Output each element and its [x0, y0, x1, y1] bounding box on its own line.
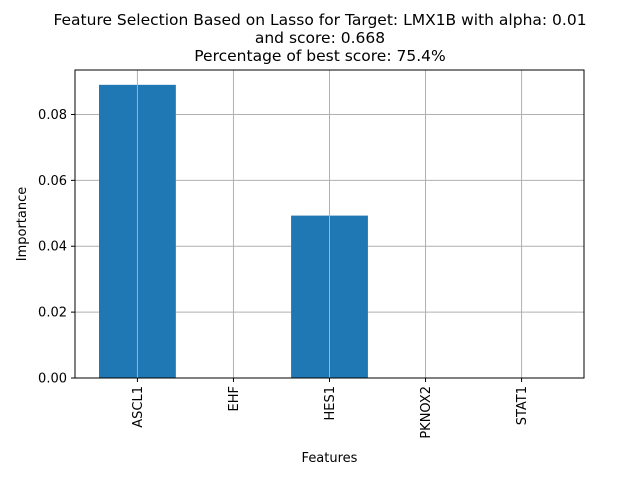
- x-tick-label: EHF: [227, 386, 242, 411]
- x-grid-lines: [136, 70, 523, 378]
- y-tick-label: 0.02: [38, 306, 67, 321]
- chart-title-line-1: Feature Selection Based on Lasso for Tar…: [53, 11, 587, 29]
- x-tick-label: STAT1: [515, 386, 530, 425]
- x-axis-label: Features: [302, 451, 358, 466]
- y-tick-label: 0.08: [38, 108, 67, 123]
- chart-title-line-3: Percentage of best score: 75.4%: [194, 47, 446, 65]
- y-tick-label: 0.04: [38, 240, 67, 255]
- y-tick-label: 0.06: [38, 174, 67, 189]
- x-tick-label: HES1: [323, 386, 338, 421]
- x-tick-label: ASCL1: [131, 386, 146, 428]
- y-axis-label: Importance: [15, 187, 30, 262]
- x-axis-ticks: ASCL1 EHF HES1 PKNOX2 STAT1: [131, 378, 530, 439]
- x-tick-label: PKNOX2: [419, 386, 434, 439]
- chart-title-line-2: and score: 0.668: [254, 29, 386, 47]
- y-axis-ticks: 0.00 0.02 0.04 0.06 0.08: [38, 108, 75, 387]
- y-tick-label: 0.00: [38, 372, 67, 387]
